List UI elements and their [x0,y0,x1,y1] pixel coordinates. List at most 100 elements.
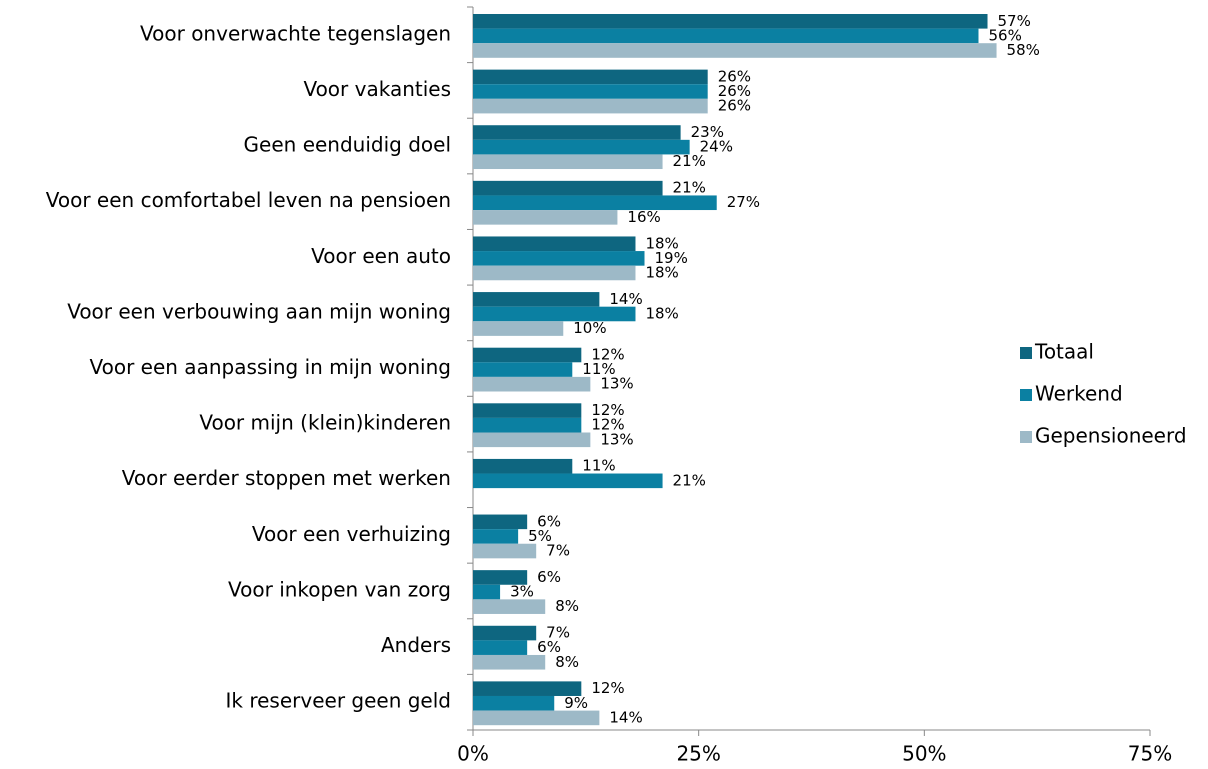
bar [473,654,546,670]
value-label: 24% [700,138,733,156]
value-label: 8% [555,653,579,671]
category-label: Voor een verhuizing [252,522,451,546]
bar [473,529,519,544]
bar [473,210,618,225]
bar [473,154,663,170]
value-label: 10% [573,319,606,337]
x-tick-label: 75% [1128,742,1172,766]
x-tick-label: 50% [902,742,946,766]
value-label: 6% [537,512,561,530]
value-label: 23% [691,123,724,141]
value-label: 27% [727,193,760,211]
bar [473,543,537,559]
bar [473,69,708,85]
bar [473,432,591,448]
bar [473,362,573,377]
value-label: 13% [600,430,633,448]
value-label: 7% [546,542,570,560]
bar [473,458,573,474]
category-label: Voor vakanties [303,77,451,101]
bar [473,139,690,155]
value-label: 12% [591,416,624,434]
value-label: 21% [673,152,706,170]
value-label: 13% [600,375,633,393]
value-label: 12% [591,345,624,363]
bar [473,640,528,655]
value-label: 56% [988,26,1021,44]
value-label: 58% [1007,41,1040,59]
bar [473,514,528,530]
bar [473,376,591,392]
legend-swatch [1020,347,1032,359]
bar [473,584,501,600]
value-label: 12% [591,679,624,697]
value-label: 21% [673,471,706,489]
value-label: 26% [718,67,751,85]
category-label: Ik reserveer geen geld [226,689,452,713]
bar [473,599,546,614]
bar [473,625,537,641]
bar [473,710,600,726]
value-label: 11% [582,360,615,378]
value-label: 8% [555,597,579,615]
value-label: 9% [564,694,588,712]
category-label: Voor een auto [311,244,451,268]
value-label: 19% [655,249,688,267]
bar [473,473,663,489]
value-label: 12% [591,401,624,419]
legend-swatch [1020,431,1032,443]
value-label: 18% [645,304,678,322]
bar [473,417,582,433]
bar [473,306,636,322]
value-label: 3% [510,583,534,601]
bar [473,695,555,711]
value-label: 21% [673,179,706,197]
value-label: 16% [627,208,660,226]
legend-label: Gepensioneerd [1035,424,1187,448]
value-label: 14% [609,290,642,308]
bar [473,84,708,99]
bar [473,14,988,29]
value-label: 14% [609,708,642,726]
value-label: 18% [645,263,678,281]
category-label: Voor onverwachte tegenslagen [140,21,451,45]
legend-label: Totaal [1034,340,1094,364]
bar [473,43,997,58]
bar [473,321,564,336]
value-label: 6% [537,638,561,656]
bar [473,236,636,252]
value-label: 26% [718,97,751,115]
category-label: Voor inkopen van zorg [228,577,451,601]
value-label: 6% [537,568,561,586]
bar [473,265,636,281]
category-label: Voor een comfortabel leven na pensioen [46,188,451,212]
category-label: Voor mijn (klein)kinderen [199,411,451,435]
bar [473,28,979,44]
bar [473,292,600,307]
category-label: Voor een verbouwing aan mijn woning [67,299,451,323]
value-label: 11% [582,457,615,475]
value-label: 57% [998,12,1031,30]
bar [473,125,681,140]
legend-swatch [1020,389,1032,401]
bar [473,347,582,363]
bar [473,681,582,696]
value-label: 7% [546,624,570,642]
bar [473,180,663,196]
x-tick-label: 25% [676,742,720,766]
bar [473,98,708,114]
bar [473,251,645,266]
category-label: Voor eerder stoppen met werken [122,466,451,490]
bar [473,403,582,418]
bar [473,195,717,211]
category-label: Geen eenduidig doel [244,133,451,157]
value-label: 18% [645,234,678,252]
category-label: Anders [381,633,451,657]
x-tick-label: 0% [457,742,489,766]
bar [473,570,528,585]
category-label: Voor een aanpassing in mijn woning [89,355,451,379]
legend-label: Werkend [1035,382,1123,406]
value-label: 26% [718,82,751,100]
value-label: 5% [528,527,552,545]
